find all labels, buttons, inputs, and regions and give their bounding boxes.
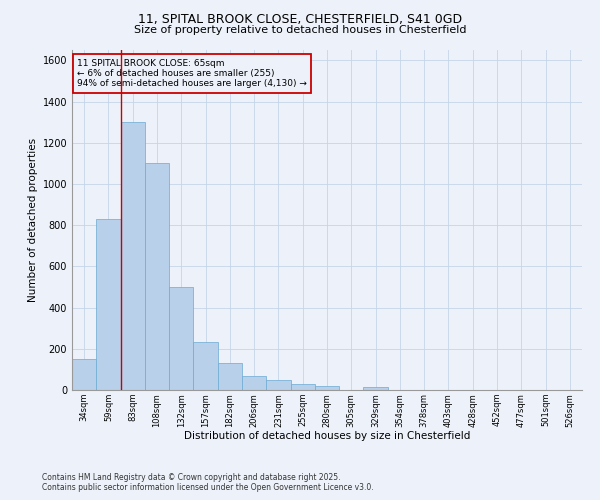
Bar bbox=[121, 122, 145, 390]
Bar bbox=[242, 376, 266, 390]
Text: Contains HM Land Registry data © Crown copyright and database right 2025.
Contai: Contains HM Land Registry data © Crown c… bbox=[42, 473, 374, 492]
Y-axis label: Number of detached properties: Number of detached properties bbox=[28, 138, 38, 302]
X-axis label: Distribution of detached houses by size in Chesterfield: Distribution of detached houses by size … bbox=[184, 431, 470, 441]
Bar bbox=[290, 384, 315, 390]
Bar bbox=[266, 380, 290, 390]
Bar bbox=[169, 287, 193, 390]
Bar bbox=[193, 342, 218, 390]
Bar bbox=[218, 363, 242, 390]
Bar bbox=[364, 387, 388, 390]
Text: 11, SPITAL BROOK CLOSE, CHESTERFIELD, S41 0GD: 11, SPITAL BROOK CLOSE, CHESTERFIELD, S4… bbox=[138, 12, 462, 26]
Text: Size of property relative to detached houses in Chesterfield: Size of property relative to detached ho… bbox=[134, 25, 466, 35]
Bar bbox=[315, 386, 339, 390]
Bar bbox=[72, 359, 96, 390]
Bar bbox=[145, 164, 169, 390]
Bar bbox=[96, 219, 121, 390]
Text: 11 SPITAL BROOK CLOSE: 65sqm
← 6% of detached houses are smaller (255)
94% of se: 11 SPITAL BROOK CLOSE: 65sqm ← 6% of det… bbox=[77, 58, 307, 88]
